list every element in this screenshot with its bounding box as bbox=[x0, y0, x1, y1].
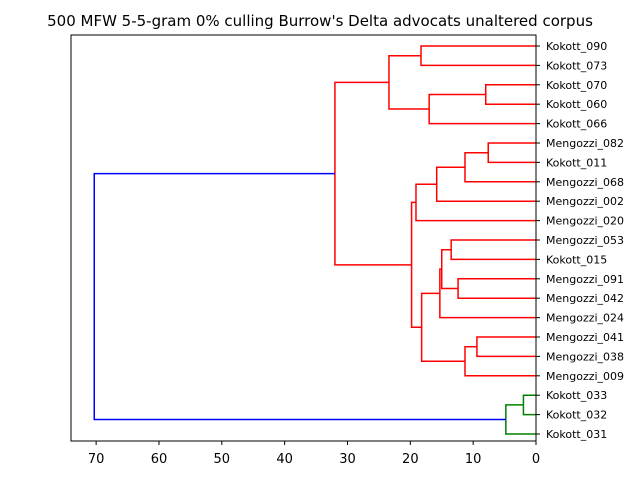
link-n15 bbox=[420, 292, 465, 362]
link-n14 bbox=[464, 345, 536, 377]
leaf-label: Kokott_060 bbox=[546, 98, 607, 111]
x-tick-label: 20 bbox=[402, 452, 419, 467]
leaf-label: Kokott_032 bbox=[546, 409, 607, 422]
x-tick-label: 40 bbox=[276, 452, 293, 467]
leaf-label: Kokott_015 bbox=[546, 253, 607, 266]
link-n3 bbox=[428, 93, 536, 125]
leaf-label: Mengozzi_053 bbox=[546, 234, 624, 247]
link-n6 bbox=[464, 151, 536, 183]
leaf-label: Mengozzi_002 bbox=[546, 195, 624, 208]
dendrogram-links bbox=[93, 45, 536, 435]
link-n17 bbox=[334, 81, 412, 266]
link-n20 bbox=[93, 172, 506, 421]
leaf-label: Kokott_033 bbox=[546, 389, 607, 402]
leaf-label: Mengozzi_091 bbox=[546, 273, 624, 286]
link-n5 bbox=[487, 142, 536, 164]
leaf-label: Mengozzi_024 bbox=[546, 312, 624, 325]
leaf-label: Kokott_011 bbox=[546, 156, 607, 169]
leaf-label: Kokott_090 bbox=[546, 40, 607, 53]
x-tick-label: 60 bbox=[151, 452, 168, 467]
chart-title: 500 MFW 5-5-gram 0% culling Burrow's Del… bbox=[47, 12, 593, 30]
link-n18 bbox=[522, 394, 536, 416]
leaf-label: Mengozzi_042 bbox=[546, 292, 624, 305]
x-axis: 70 60 50 40 30 20 10 0 bbox=[88, 441, 540, 467]
link-n12 bbox=[439, 268, 536, 319]
link-n10 bbox=[457, 278, 536, 299]
leaf-label: Mengozzi_038 bbox=[546, 350, 624, 363]
link-n1 bbox=[420, 45, 536, 67]
link-n8 bbox=[415, 183, 536, 222]
leaf-label: Kokott_070 bbox=[546, 79, 607, 92]
link-n4 bbox=[388, 54, 430, 110]
x-tick-label: 0 bbox=[532, 452, 540, 467]
leaf-labels: Kokott_090 Kokott_073 Kokott_070 Kokott_060… bbox=[536, 40, 624, 441]
leaf-label: Mengozzi_041 bbox=[546, 331, 624, 344]
link-n2 bbox=[484, 84, 536, 105]
leaf-label: Kokott_066 bbox=[546, 118, 607, 131]
link-n13 bbox=[476, 336, 536, 358]
plot-frame bbox=[70, 34, 537, 442]
x-tick-label: 30 bbox=[339, 452, 356, 467]
leaf-label: Kokott_073 bbox=[546, 59, 607, 72]
link-n11 bbox=[440, 248, 459, 290]
leaf-label: Mengozzi_009 bbox=[546, 370, 624, 383]
leaf-label: Mengozzi_068 bbox=[546, 176, 624, 189]
x-tick-label: 50 bbox=[214, 452, 231, 467]
link-n7 bbox=[435, 166, 536, 202]
x-tick-label: 10 bbox=[465, 452, 482, 467]
x-tick-label: 70 bbox=[88, 452, 105, 467]
link-n19 bbox=[505, 404, 536, 435]
leaf-label: Mengozzi_082 bbox=[546, 137, 624, 150]
leaf-label: Kokott_031 bbox=[546, 428, 607, 441]
leaf-label: Mengozzi_020 bbox=[546, 215, 624, 228]
link-n9 bbox=[450, 239, 536, 261]
